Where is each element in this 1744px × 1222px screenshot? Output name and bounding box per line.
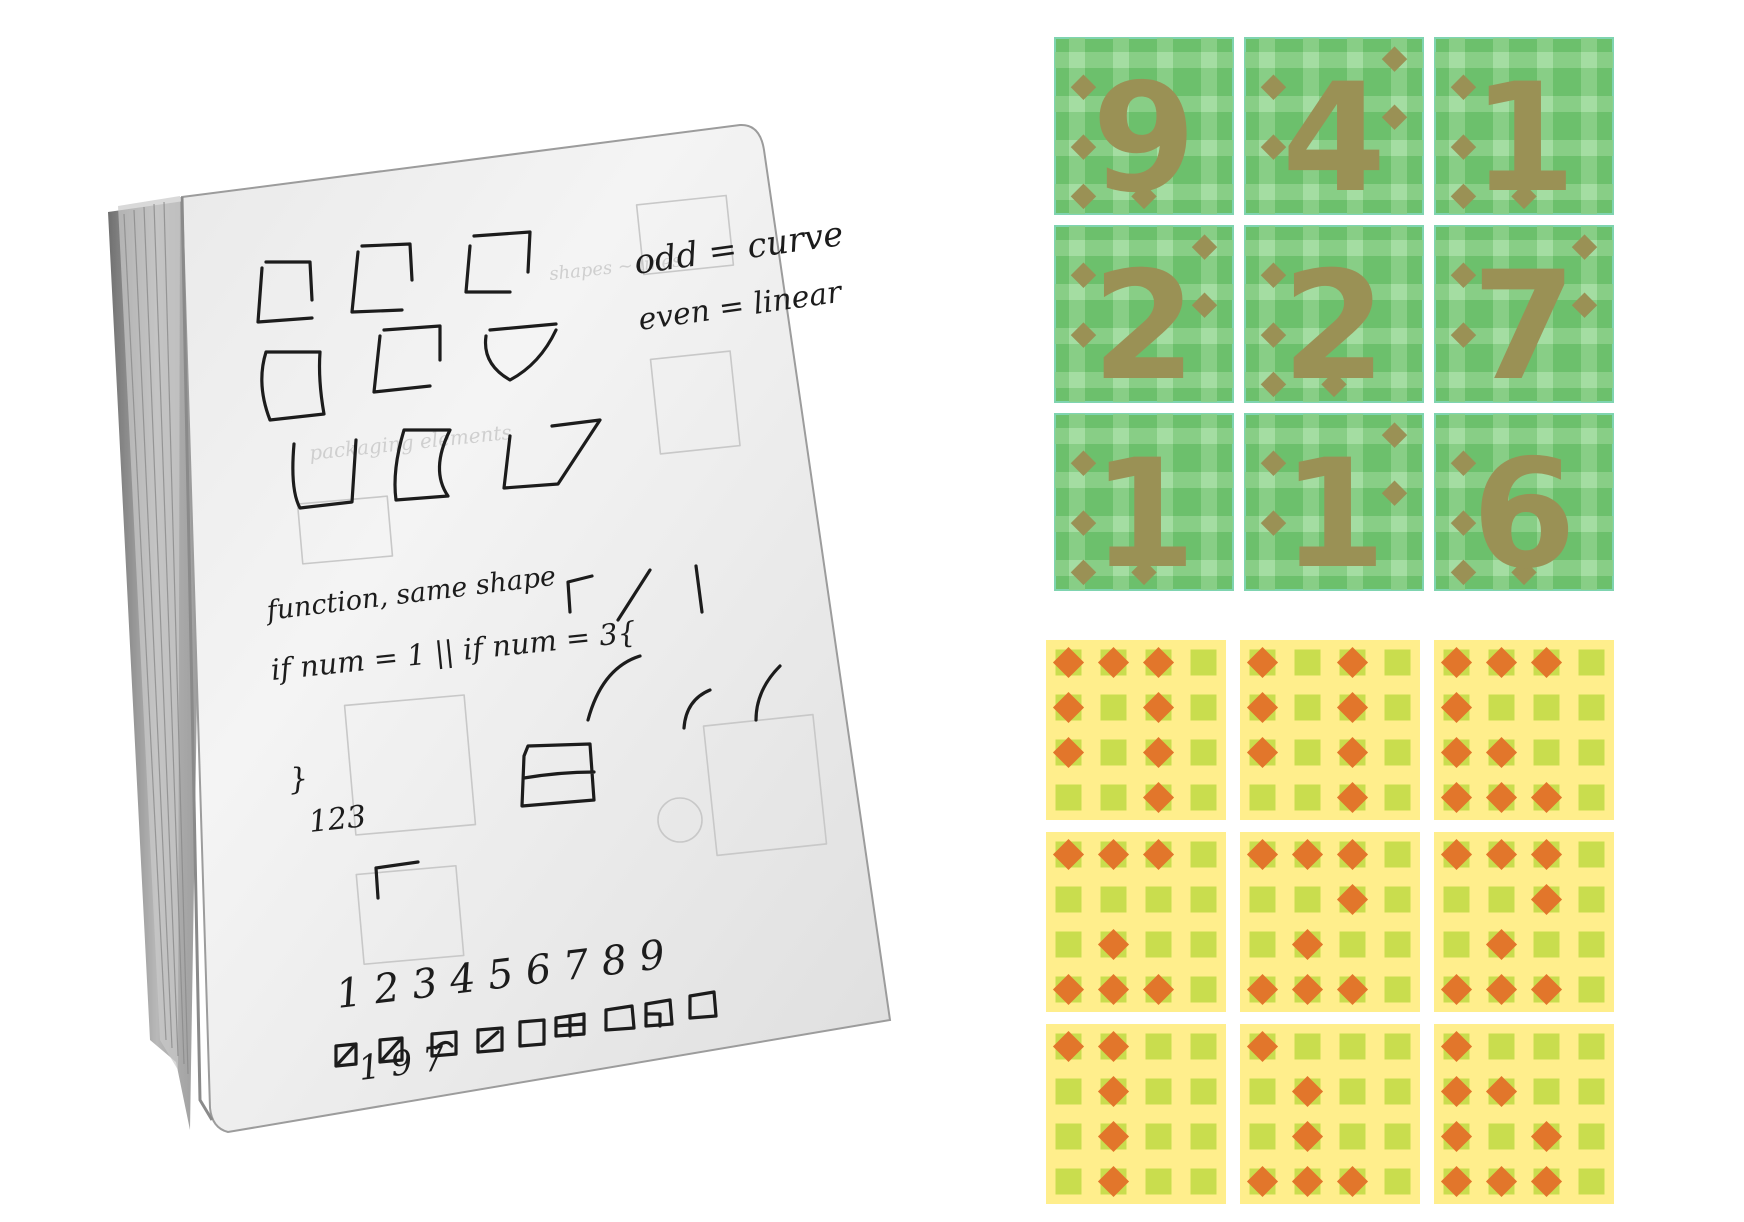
tile-digit: 1: [1472, 52, 1576, 226]
diamond-marker: [1440, 1120, 1473, 1153]
digit-tile-9: 6: [1434, 413, 1614, 602]
curve-line-sketches: [374, 564, 782, 900]
diamond-marker: [1530, 1165, 1563, 1198]
diamond-marker: [1440, 1075, 1473, 1108]
pattern-tile-5: [1240, 832, 1420, 1012]
diamond-marker: [1530, 1120, 1563, 1153]
pattern-tile-9: [1434, 1024, 1614, 1204]
diamond-marker: [1291, 1075, 1324, 1108]
diamond-marker: [1097, 1030, 1130, 1063]
diamond-marker: [1485, 1075, 1518, 1108]
note-close-brace: }: [287, 761, 310, 798]
digit-tile-4: 2: [1054, 225, 1234, 414]
diamond-marker: [1291, 1165, 1324, 1198]
diamond-marker: [1246, 1030, 1279, 1063]
tile-digit: 7: [1472, 240, 1576, 414]
pattern-tile-grid: [1046, 640, 1614, 1204]
tile-digit: 4: [1282, 52, 1386, 226]
diamond-marker: [1097, 1165, 1130, 1198]
pattern-tile-7: [1046, 1024, 1226, 1204]
tile-digit: 1: [1282, 428, 1386, 602]
diamond-marker: [1485, 1165, 1518, 1198]
diamond-marker: [1440, 1030, 1473, 1063]
pattern-tile-2: [1240, 640, 1420, 820]
diamond-marker: [1291, 1120, 1324, 1153]
digit-tile-8: 1: [1244, 413, 1424, 602]
pattern-tile-8: [1240, 1024, 1420, 1204]
note-123: 123: [307, 799, 368, 840]
digit-tile-7: 1: [1054, 413, 1234, 602]
pattern-tile-3: [1434, 640, 1614, 820]
digit-tile-1: 9: [1054, 37, 1234, 226]
sketch-shape-grid: [256, 230, 602, 510]
digit-tile-3: 1: [1434, 37, 1614, 226]
tile-digit: 1: [1092, 428, 1196, 602]
pattern-tile-4: [1046, 832, 1226, 1012]
tile-digit: 6: [1472, 428, 1576, 602]
notebook-photo: packaging elements shapes ~ lines odd = …: [108, 123, 892, 1134]
digit-tile-6: 7: [1434, 225, 1614, 414]
digit-tile-grid: 9 4 12 2 71 1 6: [1054, 37, 1614, 602]
digit-tile-2: 4: [1244, 37, 1424, 226]
pattern-tile-1: [1046, 640, 1226, 820]
diamond-marker: [1097, 1120, 1130, 1153]
diamond-marker: [1246, 1165, 1279, 1198]
digit-tile-5: 2: [1244, 225, 1424, 414]
diamond-marker: [1097, 1075, 1130, 1108]
diamond-marker: [1440, 1165, 1473, 1198]
diamond-marker: [1336, 1165, 1369, 1198]
tile-digit: 2: [1282, 240, 1386, 414]
tile-digit: 2: [1092, 240, 1196, 414]
page-edge-lines: [123, 201, 189, 1075]
diamond-marker: [1052, 1030, 1085, 1063]
tile-digit: 9: [1092, 52, 1196, 226]
tiny-box-row: [334, 990, 718, 1068]
pattern-tile-6: [1434, 832, 1614, 1012]
